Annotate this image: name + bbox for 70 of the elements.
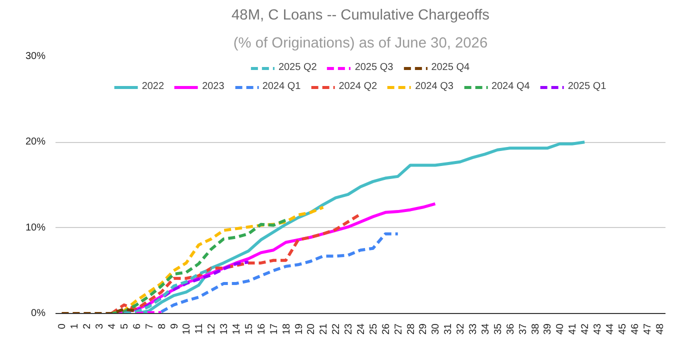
x-tick-label: 30 [430,323,442,335]
x-tick-label: 6 [132,323,143,330]
x-tick-label: 8 [156,323,168,330]
x-tick-label: 22 [331,323,342,335]
x-tick-label: 44 [604,323,616,335]
legend-label: 2024 Q3 [415,81,454,92]
x-tick-label: 36 [505,323,516,335]
y-tick-label: 10% [25,222,46,234]
x-tick-label: 3 [94,323,106,330]
legend-label: 2024 Q1 [262,81,301,92]
x-tick-label: 35 [492,323,504,335]
line-series [110,206,325,314]
y-tick-label: 0% [31,308,46,319]
x-tick-label: 13 [219,323,230,335]
chart-title: 48M, C Loans -- Cumulative Chargeoffs [232,8,490,24]
x-tick-label: 18 [281,323,292,335]
x-tick-label: 45 [617,323,628,335]
legend-label: 2023 [202,81,224,92]
x-tick-label: 24 [356,323,367,335]
legend-label: 2022 [142,81,164,92]
legend-label: 2025 Q4 [431,62,470,73]
x-tick-label: 27 [393,323,404,335]
line-series [160,232,400,314]
chart-subtitle: (% of Originations) as of June 30, 2026 [233,36,488,52]
x-tick-label: 7 [144,323,156,330]
legend-label: 2025 Q3 [354,62,394,73]
x-tick-label: 48 [654,323,666,335]
legend-label: 2024 Q4 [491,81,530,92]
y-tick-label: 20% [25,136,46,148]
line-series [110,212,362,314]
x-tick-label: 20 [306,323,318,335]
legend-label: 2025 Q2 [278,62,317,73]
x-tick-label: 1 [70,323,81,330]
x-tick-label: 46 [630,323,641,335]
x-tick-label: 21 [318,323,330,335]
y-tick-label: 30% [25,51,46,62]
x-tick-label: 42 [580,323,592,335]
x-tick-label: 10 [182,323,193,335]
x-tick-label: 4 [107,323,118,330]
x-tick-label: 11 [194,323,206,334]
legend-label: 2025 Q1 [568,81,606,92]
x-tick-label: 31 [443,323,454,335]
x-tick-label: 41 [568,323,579,335]
x-tick-label: 32 [456,323,467,335]
line-series [122,260,250,314]
x-tick-label: 37 [518,323,529,335]
x-tick-label: 43 [592,323,604,335]
x-tick-label: 26 [380,323,392,335]
x-tick-label: 0 [57,323,68,330]
x-tick-label: 19 [294,323,305,335]
x-tick-label: 38 [530,323,542,335]
x-tick-label: 16 [256,323,268,335]
x-tick-label: 28 [406,323,417,335]
x-tick-label: 23 [344,323,355,335]
x-tick-label: 15 [244,323,255,335]
x-tick-label: 12 [206,323,218,335]
x-tick-label: 5 [119,323,130,330]
x-tick-label: 33 [468,323,480,335]
x-tick-label: 39 [542,323,554,335]
legend-label: 2024 Q2 [338,81,378,92]
x-tick-label: 34 [480,323,492,335]
x-tick-label: 2 [82,323,94,330]
x-tick-label: 14 [232,323,243,335]
x-tick-label: 17 [268,323,280,335]
x-tick-label: 25 [368,323,380,335]
line-series [110,218,288,314]
x-tick-label: 40 [555,323,566,335]
x-tick-label: 29 [418,323,430,335]
x-tick-label: 9 [169,323,180,330]
x-tick-label: 47 [642,323,654,335]
